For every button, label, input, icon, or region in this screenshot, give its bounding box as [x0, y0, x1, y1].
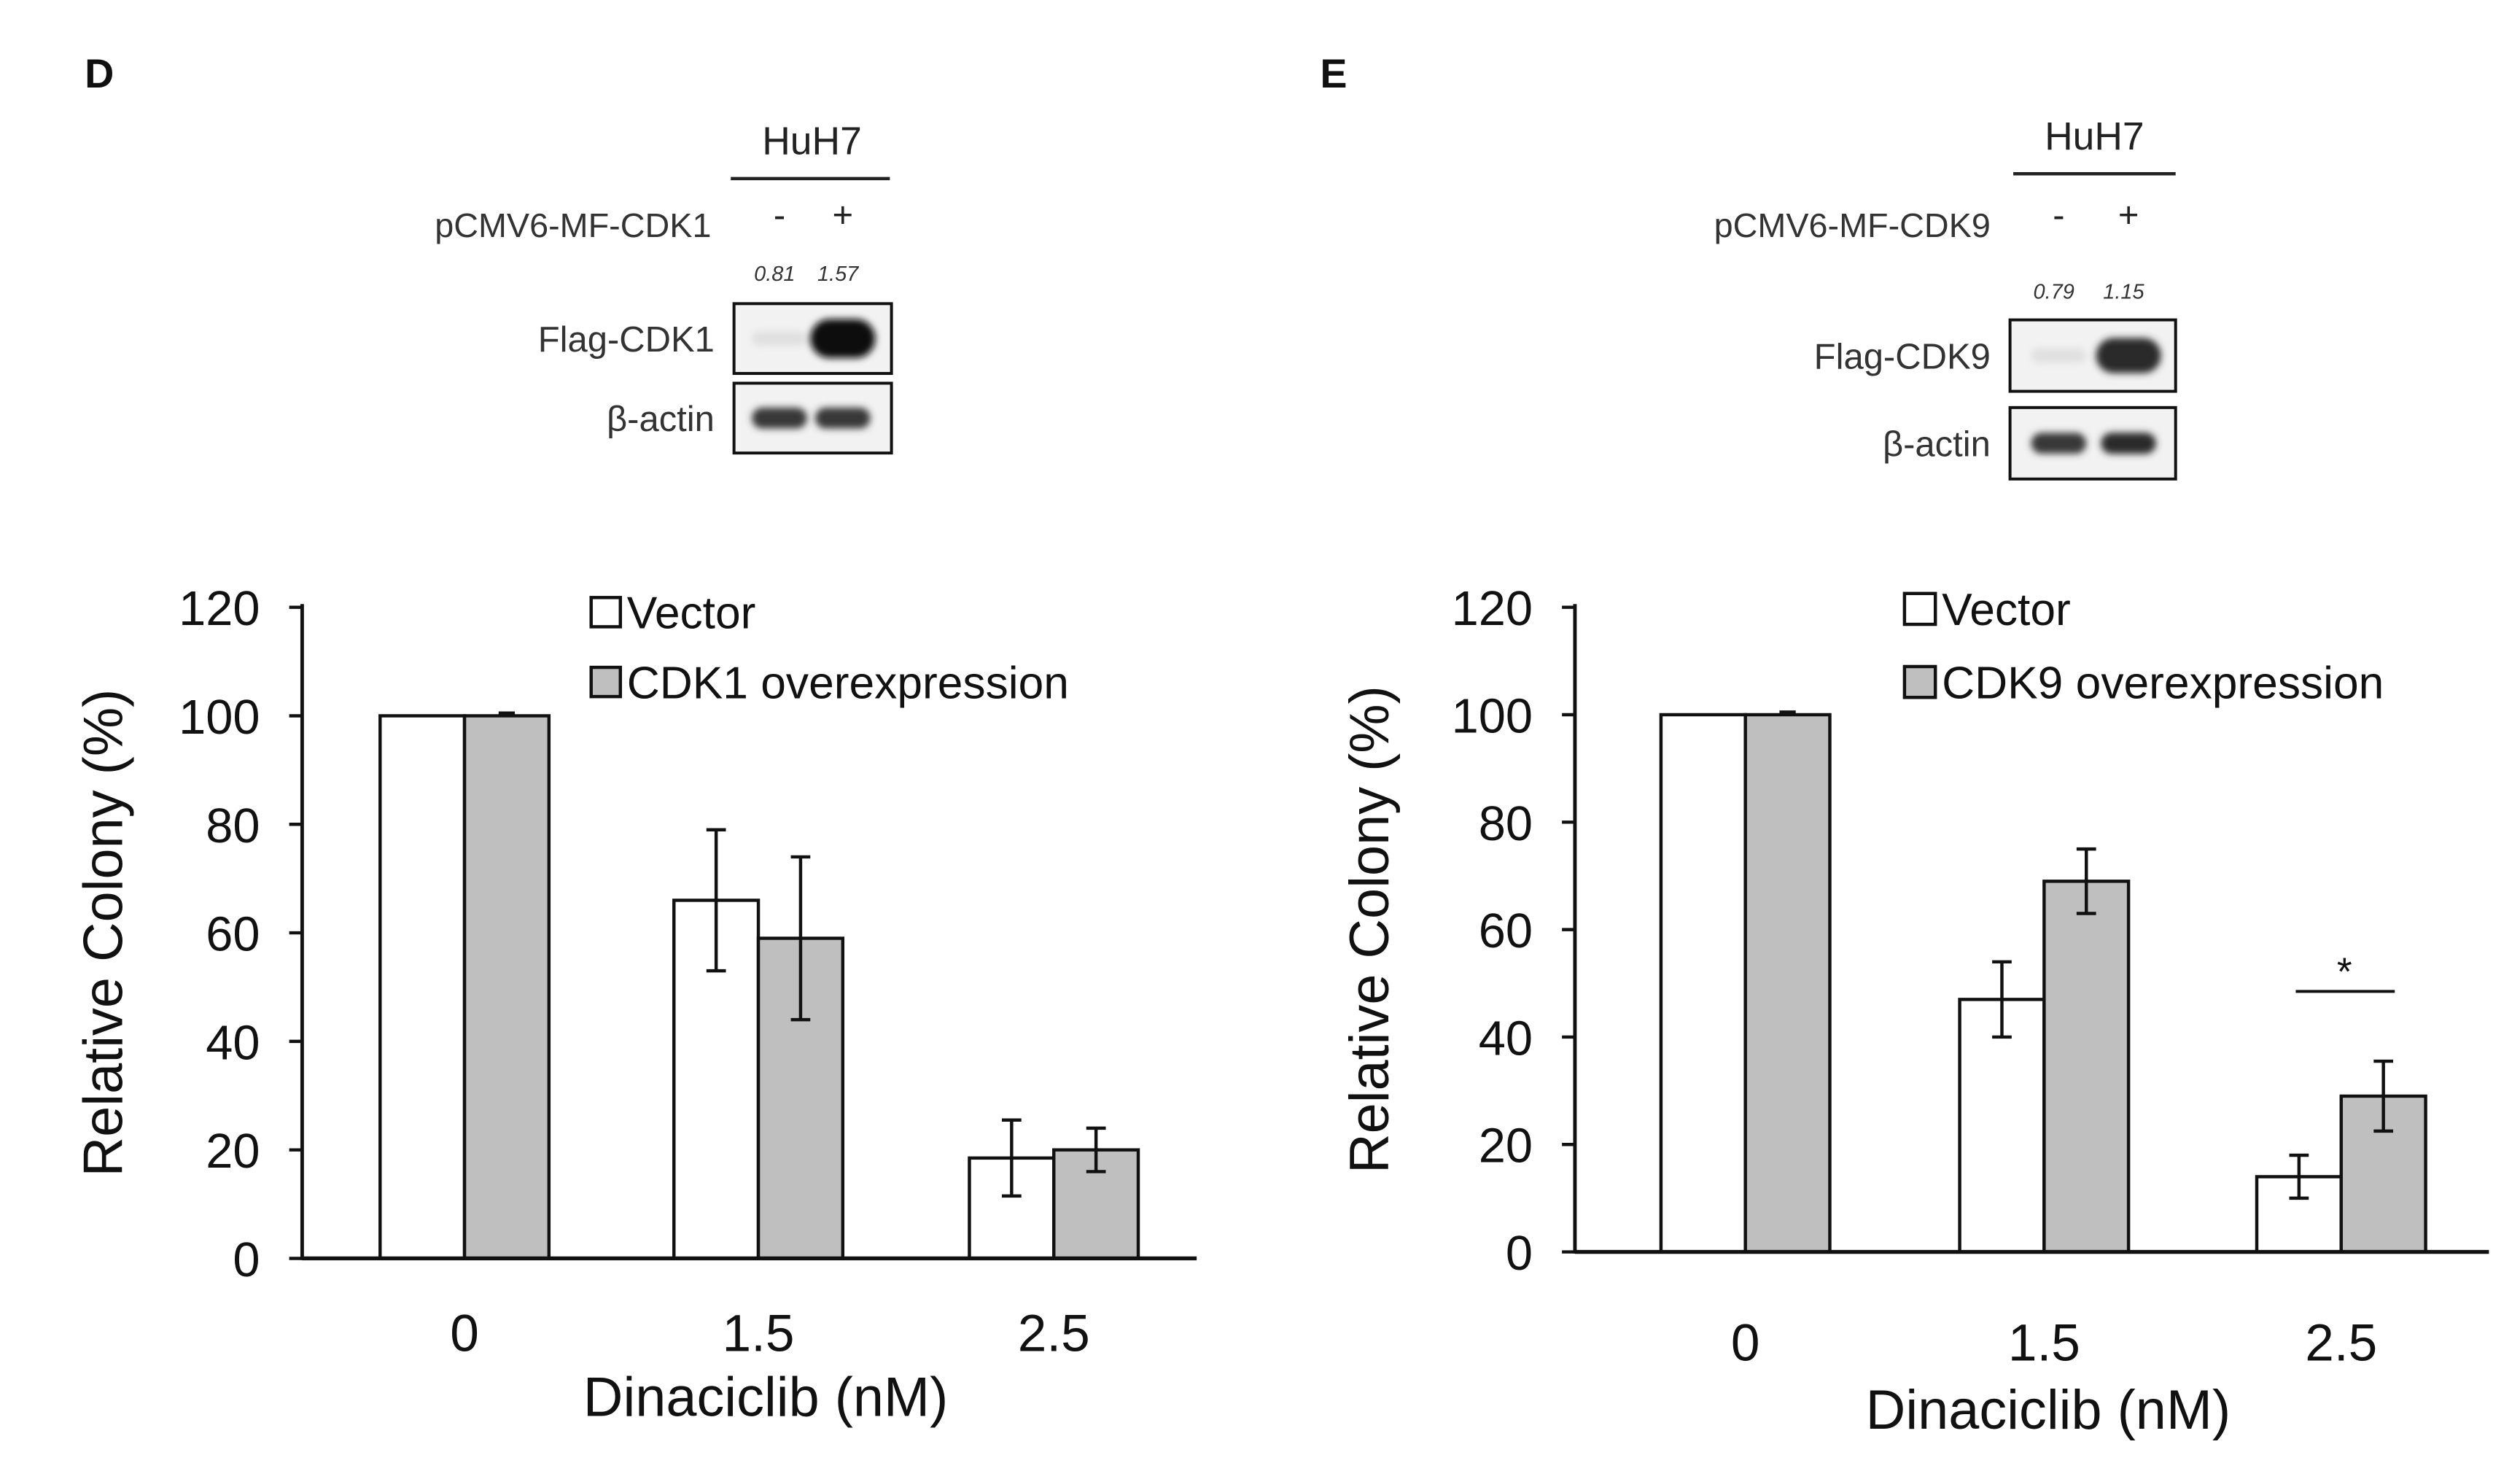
blot-band — [2096, 338, 2161, 373]
blot-band — [2031, 348, 2087, 363]
blot-band — [810, 319, 876, 358]
legend-label: CDK9 overexpression — [1942, 658, 2384, 708]
y-axis-label: Relative Colony (%) — [1339, 686, 1401, 1173]
blot-quant-value: 0.81 — [754, 263, 795, 286]
blot-lane-sign: - — [2053, 196, 2064, 236]
y-axis-label: Relative Colony (%) — [72, 689, 134, 1177]
significance-star: * — [2337, 950, 2352, 993]
blot-cell-line: HuH7 — [2045, 115, 2144, 158]
y-tick-label: 120 — [179, 582, 260, 636]
blot-band-label: β-actin — [607, 400, 715, 439]
x-tick-label: 0 — [1731, 1315, 1760, 1373]
blot-band — [752, 331, 807, 346]
legend-swatch — [589, 665, 623, 699]
blot-cell-line: HuH7 — [762, 120, 862, 163]
bar-chart-e: 0 20 40 60 80 100 120 Relative Colony (%) 0 1.5 2.… — [1339, 582, 2489, 1441]
x-tick-label: 1.5 — [723, 1305, 795, 1362]
blot-lane-sign: - — [774, 196, 785, 236]
blot-quant-value: 0.79 — [2034, 281, 2074, 304]
y-tick-label: 60 — [1479, 904, 1533, 958]
y-tick-label: 60 — [206, 908, 260, 962]
bar — [2042, 880, 2131, 1254]
bar-chart-d: 0 20 40 60 80 100 120 Relative Colony (%) 0 1.5 2.… — [72, 582, 1197, 1428]
blot-band — [814, 408, 871, 429]
blot-quant-value: 1.57 — [817, 263, 859, 286]
legend-swatch — [1902, 591, 1937, 626]
blot-lane-sign: + — [833, 196, 854, 236]
y-tick-label: 80 — [206, 799, 260, 853]
panel-letter-e: E — [1320, 51, 1347, 96]
blot-band-label: Flag-CDK9 — [1814, 337, 1991, 376]
y-tick-label: 20 — [206, 1125, 260, 1179]
x-axis-label: Dinaciclib (nM) — [583, 1366, 948, 1428]
legend-swatch — [1902, 664, 1937, 699]
x-tick-label: 1.5 — [2008, 1315, 2080, 1373]
blot-construct-label: pCMV6-MF-CDK1 — [435, 206, 711, 244]
blot-quant-value: 1.15 — [2103, 281, 2144, 304]
y-tick-label: 120 — [1452, 582, 1533, 636]
x-tick-label: 2.5 — [1018, 1305, 1090, 1362]
y-tick-label: 100 — [1452, 689, 1533, 743]
y-tick-label: 40 — [206, 1016, 260, 1070]
y-tick-label: 20 — [1479, 1119, 1533, 1173]
legend-label: Vector — [1942, 585, 2071, 635]
y-tick-label: 80 — [1479, 797, 1533, 851]
bar — [1743, 713, 1832, 1254]
western-blot-d: HuH7 pCMV6-MF-CDK1 - +0.81 1.57 Flag-CDK1 β-ac… — [435, 120, 893, 455]
western-blot-e: HuH7 pCMV6-MF-CDK9 - +0.79 1.15 Flag-CDK9 β-ac… — [1714, 115, 2177, 481]
legend-label: CDK1 overexpression — [627, 658, 1069, 708]
y-tick-label: 40 — [1479, 1012, 1533, 1066]
y-tick-label: 0 — [1506, 1227, 1533, 1281]
blot-lane-sign: + — [2118, 196, 2139, 236]
bar — [378, 714, 467, 1260]
y-tick-label: 100 — [179, 691, 260, 745]
y-tick-label: 0 — [233, 1233, 260, 1287]
x-axis-label: Dinaciclib (nM) — [1866, 1379, 2231, 1441]
blot-band — [2031, 432, 2087, 454]
blot-band-label: β-actin — [1883, 425, 1991, 465]
legend-swatch — [589, 596, 623, 629]
legend-label: Vector — [627, 589, 756, 639]
blot-band-label: Flag-CDK1 — [538, 320, 715, 360]
blot-construct-label: pCMV6-MF-CDK9 — [1714, 206, 1991, 244]
x-tick-label: 2.5 — [2305, 1315, 2377, 1373]
bar — [1659, 713, 1747, 1254]
bar — [462, 714, 551, 1260]
panel-letter-d: D — [85, 51, 114, 96]
blot-band — [752, 408, 807, 429]
x-tick-label: 0 — [450, 1305, 479, 1362]
blot-band — [2101, 432, 2156, 454]
